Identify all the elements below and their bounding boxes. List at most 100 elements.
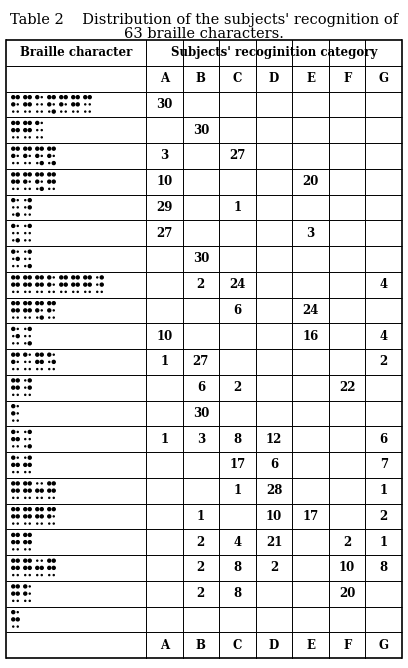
Circle shape xyxy=(25,291,26,293)
Circle shape xyxy=(17,188,18,189)
Circle shape xyxy=(37,137,38,138)
Circle shape xyxy=(17,446,18,447)
Circle shape xyxy=(53,291,54,293)
Circle shape xyxy=(40,147,43,150)
Circle shape xyxy=(41,122,42,124)
Circle shape xyxy=(88,276,91,279)
Circle shape xyxy=(28,508,31,510)
Circle shape xyxy=(28,445,31,448)
Circle shape xyxy=(16,283,19,286)
Circle shape xyxy=(40,566,43,569)
Circle shape xyxy=(41,523,42,524)
Circle shape xyxy=(77,291,78,293)
Circle shape xyxy=(40,508,43,510)
Circle shape xyxy=(29,593,30,594)
Circle shape xyxy=(40,187,43,190)
Circle shape xyxy=(13,472,14,473)
Circle shape xyxy=(28,250,31,253)
Text: 17: 17 xyxy=(229,458,246,472)
Text: 27: 27 xyxy=(156,226,173,240)
Circle shape xyxy=(16,129,19,132)
Circle shape xyxy=(25,240,26,241)
Circle shape xyxy=(13,214,14,215)
Circle shape xyxy=(24,464,27,466)
Circle shape xyxy=(28,276,31,279)
Circle shape xyxy=(97,277,98,278)
Circle shape xyxy=(24,154,27,158)
Circle shape xyxy=(12,566,15,569)
Circle shape xyxy=(49,111,50,112)
Text: 1: 1 xyxy=(160,355,169,368)
Circle shape xyxy=(48,559,51,562)
Circle shape xyxy=(36,489,39,492)
Circle shape xyxy=(48,103,51,106)
Circle shape xyxy=(101,291,102,293)
Circle shape xyxy=(37,188,38,189)
Circle shape xyxy=(29,317,30,318)
Circle shape xyxy=(12,482,15,485)
Circle shape xyxy=(48,489,51,492)
Circle shape xyxy=(29,586,30,587)
Circle shape xyxy=(28,129,31,132)
Circle shape xyxy=(12,173,15,176)
Circle shape xyxy=(25,335,26,337)
Circle shape xyxy=(25,472,26,473)
Circle shape xyxy=(12,96,15,99)
Text: D: D xyxy=(269,72,279,85)
Circle shape xyxy=(25,387,26,388)
Circle shape xyxy=(49,291,50,293)
Circle shape xyxy=(24,147,27,150)
Text: D: D xyxy=(269,639,279,651)
Circle shape xyxy=(16,239,19,242)
Circle shape xyxy=(24,302,27,305)
Circle shape xyxy=(13,137,14,138)
Circle shape xyxy=(36,96,39,99)
Circle shape xyxy=(25,188,26,189)
Circle shape xyxy=(37,111,38,112)
Circle shape xyxy=(28,103,31,106)
Circle shape xyxy=(53,317,54,318)
Text: 30: 30 xyxy=(193,253,209,265)
Circle shape xyxy=(17,291,18,293)
Circle shape xyxy=(37,162,38,164)
Circle shape xyxy=(17,574,18,576)
Circle shape xyxy=(29,214,30,215)
Circle shape xyxy=(12,180,15,183)
Text: 3: 3 xyxy=(197,433,205,446)
Circle shape xyxy=(36,276,39,279)
Circle shape xyxy=(17,232,18,234)
Circle shape xyxy=(52,489,55,492)
Circle shape xyxy=(48,147,51,150)
Circle shape xyxy=(17,111,18,112)
Circle shape xyxy=(37,497,38,498)
Circle shape xyxy=(48,482,51,485)
Circle shape xyxy=(88,96,91,99)
Circle shape xyxy=(40,489,43,492)
Circle shape xyxy=(12,559,15,562)
Circle shape xyxy=(16,335,19,337)
Text: B: B xyxy=(196,72,206,85)
Circle shape xyxy=(12,515,15,518)
Circle shape xyxy=(36,302,39,305)
Text: C: C xyxy=(233,72,242,85)
Circle shape xyxy=(25,394,26,395)
Circle shape xyxy=(40,353,43,356)
Circle shape xyxy=(25,457,26,458)
Circle shape xyxy=(28,464,31,466)
Text: 2: 2 xyxy=(197,278,205,291)
Circle shape xyxy=(52,110,55,113)
Circle shape xyxy=(72,276,75,279)
Circle shape xyxy=(12,360,15,363)
Circle shape xyxy=(16,122,19,124)
Circle shape xyxy=(12,405,15,407)
Circle shape xyxy=(77,111,78,112)
Circle shape xyxy=(29,291,30,293)
Circle shape xyxy=(16,566,19,569)
Circle shape xyxy=(72,96,75,99)
Circle shape xyxy=(24,489,27,492)
Circle shape xyxy=(16,464,19,466)
Circle shape xyxy=(53,104,54,105)
Text: 20: 20 xyxy=(302,175,319,188)
Circle shape xyxy=(29,335,30,337)
Circle shape xyxy=(28,379,31,382)
